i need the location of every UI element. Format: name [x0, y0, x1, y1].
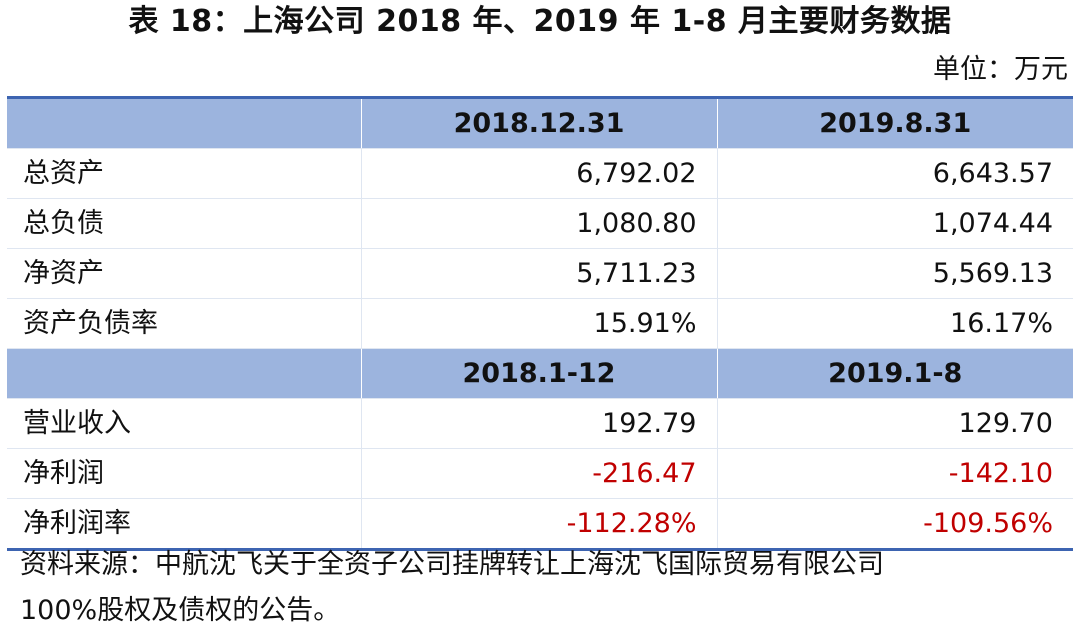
- financial-table: 2018.12.31 2019.8.31 总资产 6,792.02 6,643.…: [7, 96, 1073, 551]
- table-row: 总资产 6,792.02 6,643.57: [7, 148, 1073, 199]
- row-label-total-liabilities: 总负债: [7, 198, 361, 249]
- header-blank: [7, 96, 361, 149]
- cell-value: 5,711.23: [360, 248, 717, 299]
- source-line-1: 资料来源：中航沈飞关于全资子公司挂牌转让上海沈飞国际贸易有限公司: [20, 549, 884, 580]
- cell-value: 129.70: [716, 398, 1073, 449]
- header-2019-1-8: 2019.1-8: [716, 348, 1073, 399]
- row-label-net-profit: 净利润: [7, 448, 361, 499]
- table-row: 净利润 -216.47 -142.10: [7, 448, 1073, 499]
- header-row-income: 2018.1-12 2019.1-8: [7, 348, 1073, 399]
- row-label-net-margin: 净利润率: [7, 498, 361, 551]
- cell-value: 6,643.57: [716, 148, 1073, 199]
- cell-value: 15.91%: [360, 298, 717, 349]
- table-row: 净资产 5,711.23 5,569.13: [7, 248, 1073, 299]
- row-label-total-assets: 总资产: [7, 148, 361, 199]
- table-title: 表 18：上海公司 2018 年、2019 年 1-8 月主要财务数据: [128, 4, 952, 39]
- cell-value: 6,792.02: [360, 148, 717, 199]
- source-note: 资料来源：中航沈飞关于全资子公司挂牌转让上海沈飞国际贸易有限公司 100%股权及…: [20, 542, 1070, 634]
- header-2018-12-31: 2018.12.31: [360, 96, 717, 149]
- row-label-net-assets: 净资产: [7, 248, 361, 299]
- row-label-debt-ratio: 资产负债率: [7, 298, 361, 349]
- cell-value-negative: -142.10: [716, 448, 1073, 499]
- header-2018-1-12: 2018.1-12: [360, 348, 717, 399]
- header-row-balance: 2018.12.31 2019.8.31: [7, 96, 1073, 149]
- row-label-revenue: 营业收入: [7, 398, 361, 449]
- cell-value: 192.79: [360, 398, 717, 449]
- cell-value-negative: -112.28%: [360, 498, 717, 551]
- header-blank: [7, 348, 361, 399]
- source-line-2: 100%股权及债权的公告。: [20, 595, 341, 626]
- cell-value: 5,569.13: [716, 248, 1073, 299]
- cell-value-negative: -109.56%: [716, 498, 1073, 551]
- cell-value: 1,074.44: [716, 198, 1073, 249]
- cell-value-negative: -216.47: [360, 448, 717, 499]
- cell-value: 16.17%: [716, 298, 1073, 349]
- table-row: 营业收入 192.79 129.70: [7, 398, 1073, 449]
- table-row: 资产负债率 15.91% 16.17%: [7, 298, 1073, 349]
- table-row: 总负债 1,080.80 1,074.44: [7, 198, 1073, 249]
- unit-label: 单位：万元: [933, 54, 1068, 85]
- table-row: 净利润率 -112.28% -109.56%: [7, 498, 1073, 551]
- cell-value: 1,080.80: [360, 198, 717, 249]
- header-2019-8-31: 2019.8.31: [716, 96, 1073, 149]
